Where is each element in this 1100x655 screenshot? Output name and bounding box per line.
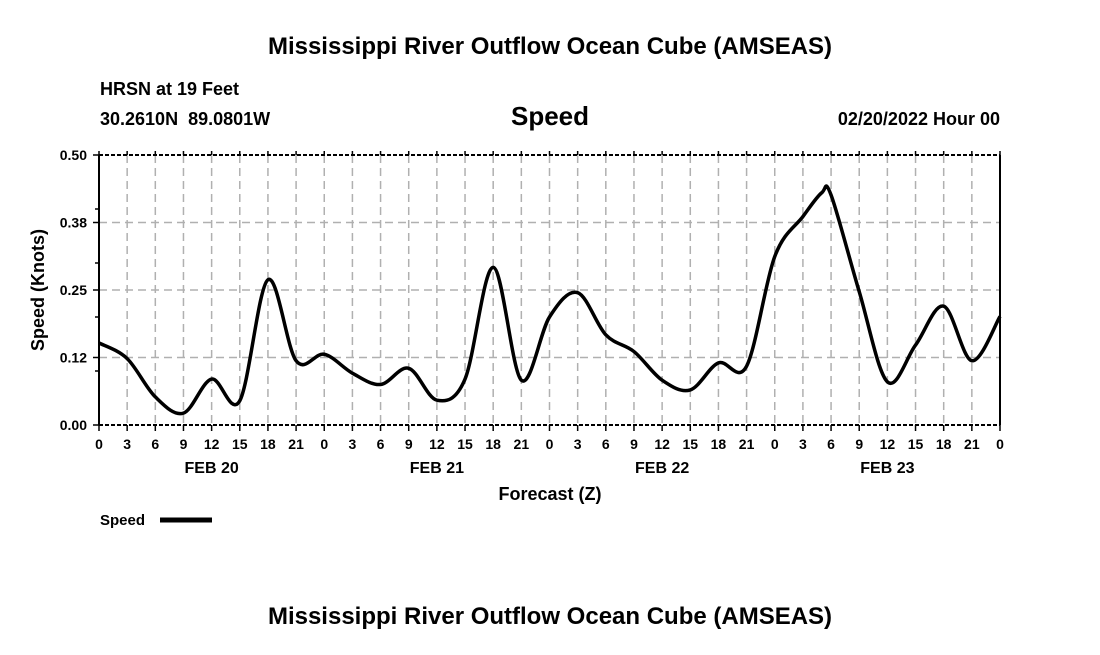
grid [99, 155, 1000, 425]
legend: Speed [100, 512, 212, 529]
x-tick-label: 0 [771, 436, 779, 452]
x-tick-label: 3 [799, 436, 807, 452]
x-tick-label: 9 [180, 436, 188, 452]
x-tick-label: 15 [457, 436, 473, 452]
series [98, 184, 1002, 416]
x-tick-label: 12 [880, 436, 896, 452]
y-tick-label: 0.00 [60, 417, 87, 433]
x-tick-label: 0 [95, 436, 103, 452]
station-label: HRSN at 19 Feet [100, 79, 239, 99]
x-tick-label: 3 [349, 436, 357, 452]
speed-line [98, 184, 1002, 416]
x-tick-label: 12 [654, 436, 670, 452]
y-tick-label: 0.38 [60, 215, 87, 231]
x-tick-label: 21 [739, 436, 755, 452]
x-tick-label: 15 [682, 436, 698, 452]
y-tick-label: 0.25 [60, 282, 87, 298]
axes: 0 3 6 9 12 15 18 21 0 3 6 9 12 15 18 21 0 3 6 9 12 15 18 21 0 3 6 9… [60, 147, 1004, 477]
day-label: FEB 23 [860, 460, 914, 477]
x-tick-label: 9 [405, 436, 413, 452]
x-tick-label: 18 [936, 436, 952, 452]
y-axis-label: Speed (Knots) [28, 229, 48, 351]
x-tick-label: 18 [711, 436, 727, 452]
x-tick-label: 0 [546, 436, 554, 452]
legend-label: Speed [100, 512, 145, 529]
x-tick-label: 18 [260, 436, 276, 452]
x-tick-label: 0 [996, 436, 1004, 452]
x-tick-label: 6 [151, 436, 159, 452]
x-tick-label: 0 [320, 436, 328, 452]
footer-title: Mississippi River Outflow Ocean Cube (AM… [268, 603, 832, 630]
date-label: 02/20/2022 Hour 00 [838, 109, 1000, 129]
x-tick-label: 6 [377, 436, 385, 452]
x-tick-label: 12 [429, 436, 445, 452]
day-label: FEB 20 [185, 460, 239, 477]
x-tick-label: 6 [602, 436, 610, 452]
x-tick-label: 15 [232, 436, 248, 452]
x-axis-label: Forecast (Z) [498, 484, 601, 504]
x-tick-label: 21 [514, 436, 530, 452]
y-tick-label: 0.50 [60, 147, 87, 163]
location-label: 30.2610N 89.0801W [100, 109, 270, 129]
day-label: FEB 21 [410, 460, 464, 477]
x-tick-label: 3 [574, 436, 582, 452]
x-tick-label: 21 [964, 436, 980, 452]
chart-title: Mississippi River Outflow Ocean Cube (AM… [268, 33, 832, 60]
plot-title: Speed [511, 101, 589, 131]
day-label: FEB 22 [635, 460, 689, 477]
y-tick-label: 0.12 [60, 350, 87, 366]
x-tick-label: 12 [204, 436, 220, 452]
x-tick-label: 6 [827, 436, 835, 452]
x-tick-label: 3 [123, 436, 131, 452]
x-tick-label: 21 [288, 436, 304, 452]
x-tick-label: 9 [855, 436, 863, 452]
x-tick-label: 15 [908, 436, 924, 452]
x-tick-label: 18 [485, 436, 501, 452]
x-tick-label: 9 [630, 436, 638, 452]
